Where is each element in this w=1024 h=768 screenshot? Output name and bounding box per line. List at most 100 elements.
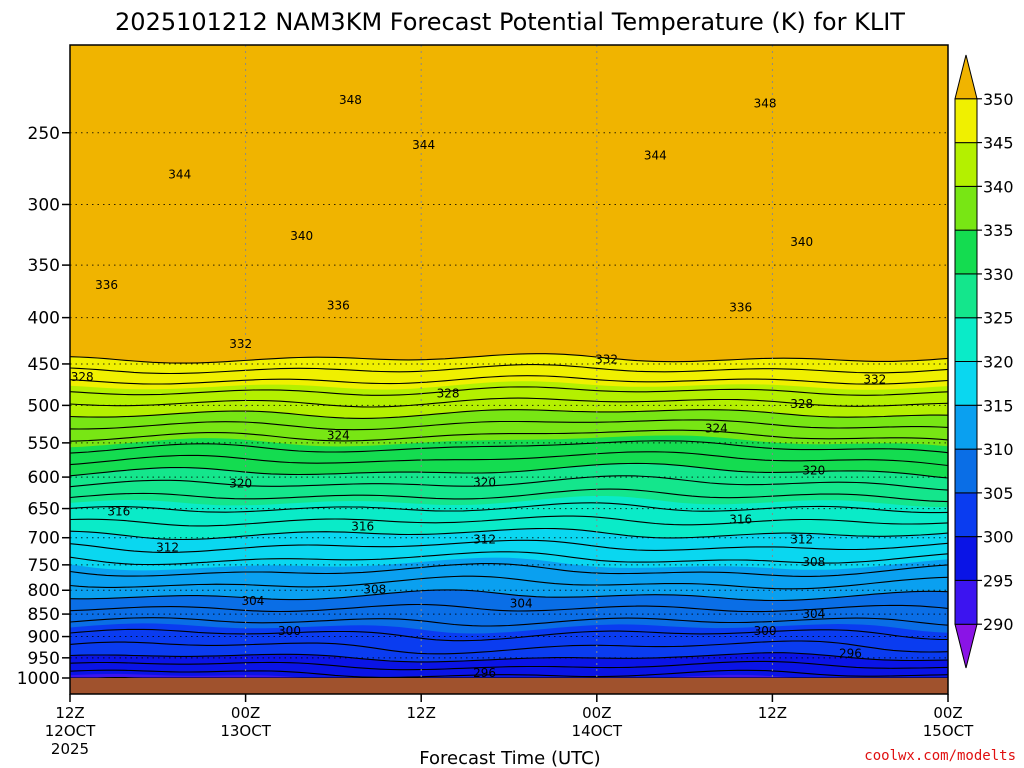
contour-label: 316 (107, 505, 130, 519)
y-tick-label: 800 (28, 581, 60, 601)
contour-line-326 (70, 488, 948, 503)
contour-label: 320 (802, 463, 825, 477)
ground (70, 678, 948, 694)
contour-line-332 (70, 451, 948, 467)
contour-line-336 (70, 429, 948, 442)
y-tick-label: 650 (28, 500, 60, 520)
y-tick-label: 350 (28, 256, 60, 276)
y-tick-label: 750 (28, 556, 60, 576)
contour-line-350 (70, 353, 948, 364)
x-tick-label: 13OCT (220, 722, 271, 740)
colorbar-label: 290 (983, 615, 1014, 634)
contour-label: 312 (156, 541, 179, 555)
colorbar-label: 345 (983, 134, 1014, 153)
contour-label: 312 (790, 532, 813, 546)
contour-line-324 (70, 502, 948, 514)
y-tick-label: 500 (28, 396, 60, 416)
contour-label: 296 (839, 647, 862, 661)
x-tick-label: 14OCT (572, 722, 623, 740)
contour-line-298 (70, 660, 948, 671)
contour-label: 344 (168, 168, 191, 182)
y-tick-label: 400 (28, 309, 60, 329)
contour-line-340 (70, 409, 948, 419)
contour-label: 320 (229, 477, 252, 491)
y-tick-label: 850 (28, 605, 60, 625)
colorbar-label: 350 (983, 90, 1014, 109)
colorbar-swatch (954, 623, 978, 669)
colorbar-swatch (954, 142, 978, 187)
x-tick-label: 15OCT (923, 722, 974, 740)
contour-line-330 (70, 462, 948, 479)
contour-line-300 (70, 652, 948, 663)
contour-label: 332 (863, 372, 886, 386)
contour-label: 304 (241, 594, 264, 608)
colorbar-swatch (954, 492, 978, 538)
contour-line-318 (70, 539, 948, 553)
x-axis-label: Forecast Time (UTC) (419, 748, 600, 768)
y-tick-label: 700 (28, 529, 60, 549)
contour-label: 316 (729, 512, 752, 526)
colorbar-swatch (954, 361, 978, 406)
x-tick-label: 12Z (55, 704, 84, 722)
colorbar-swatch (954, 579, 978, 625)
y-tick-label: 450 (28, 355, 60, 375)
colorbar: 290 295 300 305 310 315 320 325 330 335 340 345 350 (954, 54, 1014, 669)
y-tick-label: 550 (28, 434, 60, 454)
contour-label: 336 (729, 301, 752, 315)
contour-line-334 (70, 440, 948, 454)
contour-label: 308 (363, 582, 386, 596)
colorbar-swatch (954, 98, 978, 144)
contour-label: 332 (595, 353, 618, 367)
contour-label: 320 (473, 475, 496, 489)
contour-label: 336 (95, 278, 118, 292)
colorbar-swatch (954, 317, 978, 362)
contour-line-306 (70, 617, 948, 627)
colorbar-label: 305 (983, 484, 1014, 503)
contour-line-316 (70, 551, 948, 566)
x-tick-label: 12Z (407, 704, 436, 722)
x-tick-label: 00Z (231, 704, 260, 722)
contour-label: 300 (278, 624, 301, 638)
band-fill-350 (70, 45, 948, 364)
contour-label: 304 (802, 607, 825, 621)
colorbar-label: 300 (983, 528, 1014, 547)
contour-label: 336 (327, 299, 350, 313)
contour-label: 324 (327, 429, 350, 443)
contour-line-342 (70, 397, 948, 408)
contour-line-310 (70, 589, 948, 602)
colorbar-label: 340 (983, 177, 1014, 196)
y-tick-label: 950 (28, 649, 60, 669)
contour-label: 348 (339, 93, 362, 107)
contour-label: 296 (473, 666, 496, 680)
contour-line-328 (70, 475, 948, 491)
filled-contours (70, 45, 948, 678)
grid-lines (70, 45, 948, 678)
colorbar-swatch (954, 185, 978, 231)
colorbar-swatch (954, 448, 978, 494)
plot-area (70, 45, 948, 678)
contour-label: 308 (802, 555, 825, 569)
y-tick-label: 250 (28, 124, 60, 144)
colorbar-swatch (954, 273, 978, 319)
contour-label: 328 (790, 397, 813, 411)
y-tick-label: 600 (28, 468, 60, 488)
contour-line-302 (70, 640, 948, 655)
contour-label: 344 (644, 149, 667, 163)
contour-label: 328 (71, 370, 94, 384)
contour-label: 312 (473, 532, 496, 546)
colorbar-label: 335 (983, 221, 1014, 240)
credit-text: coolwx.com/modelts (864, 748, 1016, 764)
colorbar-swatch (954, 54, 978, 100)
contour-label: 324 (705, 421, 728, 435)
x-tick-label: 2025 (51, 740, 89, 758)
contour-line-346 (70, 375, 948, 385)
contour-label: 344 (412, 138, 435, 152)
colorbar-swatch (954, 536, 978, 581)
contour-label: 340 (290, 229, 313, 243)
colorbar-swatch (954, 404, 978, 450)
contour-line-344 (70, 386, 948, 396)
contour-label: 300 (754, 624, 777, 638)
colorbar-label: 320 (983, 353, 1014, 372)
